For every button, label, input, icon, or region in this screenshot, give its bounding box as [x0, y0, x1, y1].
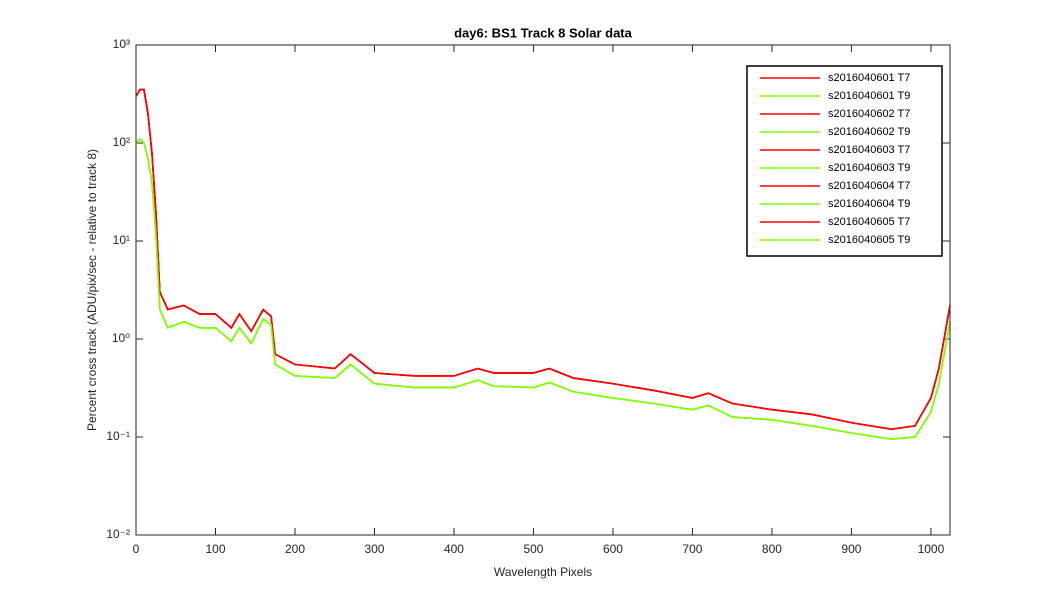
- x-tick-label: 900: [841, 542, 861, 556]
- x-tick-label: 700: [682, 542, 702, 556]
- y-tick-label: 10⁰: [112, 331, 130, 345]
- legend-label: s2016040602 T7: [828, 108, 910, 120]
- x-tick-label: 100: [205, 542, 225, 556]
- x-tick-label: 0: [133, 542, 140, 556]
- y-axis-label: Percent cross track (ADU/pix/sec - relat…: [85, 149, 99, 431]
- legend-label: s2016040605 T7: [828, 216, 910, 228]
- y-tick-label: 10³: [113, 37, 130, 51]
- y-tick-label: 10²: [113, 135, 130, 149]
- legend-label: s2016040605 T9: [828, 234, 910, 246]
- x-tick-label: 500: [523, 542, 543, 556]
- legend-label: s2016040602 T9: [828, 126, 910, 138]
- legend-box: [746, 65, 943, 257]
- y-tick-label: 10⁻²: [106, 527, 130, 541]
- x-tick-label: 1000: [918, 542, 945, 556]
- x-tick-label: 800: [762, 542, 782, 556]
- legend-label: s2016040601 T9: [828, 90, 910, 102]
- legend-label: s2016040603 T7: [828, 144, 910, 156]
- x-tick-label: 400: [444, 542, 464, 556]
- legend-label: s2016040604 T7: [828, 180, 910, 192]
- axes-border: [135, 44, 951, 536]
- x-tick-label: 300: [364, 542, 384, 556]
- chart-title: day6: BS1 Track 8 Solar data: [454, 25, 633, 40]
- y-tick-label: 10⁻¹: [106, 429, 130, 443]
- x-tick-label: 600: [603, 542, 623, 556]
- y-tick-label: 10¹: [113, 233, 130, 247]
- data-line: [135, 88, 951, 430]
- x-axis-label: Wavelength Pixels: [494, 565, 592, 579]
- legend-label: s2016040601 T7: [828, 72, 910, 84]
- legend-label: s2016040603 T9: [828, 162, 910, 174]
- x-tick-label: 200: [285, 542, 305, 556]
- legend-label: s2016040604 T9: [828, 198, 910, 210]
- data-line: [135, 137, 951, 440]
